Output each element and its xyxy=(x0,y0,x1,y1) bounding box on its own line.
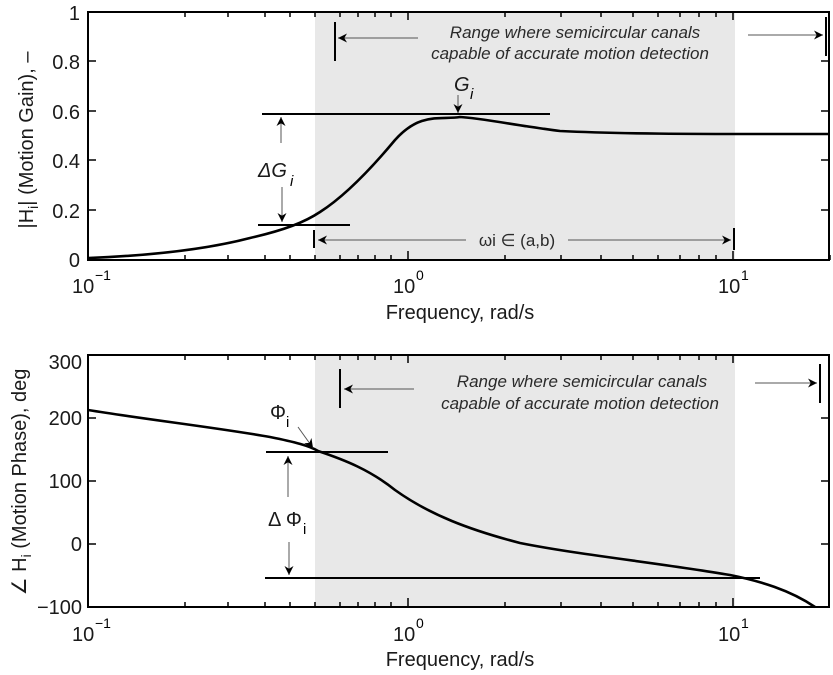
phase-x-axis-title: Frequency, rad/s xyxy=(386,649,535,671)
gain-peak-annotation: G i xyxy=(262,74,550,115)
svg-text:Range where semicircular canal: Range where semicircular canals xyxy=(457,372,708,391)
gain-xtick-0.1: 10 −1 xyxy=(72,267,111,298)
phase-ytick-300: 300 xyxy=(49,352,82,374)
svg-text:Φ: Φ xyxy=(270,402,286,424)
phase-ytick-100: 100 xyxy=(49,471,82,493)
svg-text:ωi ∈ (a,b): ωi ∈ (a,b) xyxy=(479,231,555,250)
gain-ytick-0.2: 0.2 xyxy=(52,201,80,223)
gain-ytick-0.4: 0.4 xyxy=(52,151,80,173)
gain-xtick-1: 10 0 xyxy=(393,267,424,298)
gain-delta-annotation: ΔG i xyxy=(257,117,350,226)
phase-xtick-10: 10 1 xyxy=(718,615,749,646)
phase-xtick-1: 10 0 xyxy=(393,615,424,646)
svg-text:10: 10 xyxy=(393,624,415,646)
phase-point-annotation: Φ i xyxy=(266,402,388,453)
svg-text:i: i xyxy=(303,521,306,538)
phase-y-axis-title: ∠ Hi (Motion Phase), deg xyxy=(9,369,34,596)
phase-ytick-200: 200 xyxy=(49,408,82,430)
gain-axes-box xyxy=(87,11,830,261)
svg-text:0: 0 xyxy=(416,615,424,631)
gain-xtick-10: 10 1 xyxy=(718,267,749,298)
gain-ytick-0.8: 0.8 xyxy=(52,52,80,74)
phase-shaded-region xyxy=(315,355,735,607)
phase-y-ticks xyxy=(88,417,829,545)
gain-shaded-region xyxy=(315,12,735,260)
phase-delta-annotation: Δ Φ i xyxy=(265,456,760,579)
svg-text:1: 1 xyxy=(741,267,749,283)
gain-y-axis-title: |Hi| (Motion Gain), – xyxy=(16,51,41,229)
svg-text:ΔG: ΔG xyxy=(257,160,287,182)
gain-x-ticks xyxy=(184,12,831,260)
gain-plot: 0 0.2 0.4 0.6 0.8 1 10 −1 10 0 10 1 Freq… xyxy=(16,3,831,324)
gain-range-annotation: Range where semicircular canals capable … xyxy=(334,17,827,63)
svg-text:Range where semicircular canal: Range where semicircular canals xyxy=(450,23,701,42)
phase-curve xyxy=(87,408,816,609)
svg-text:1: 1 xyxy=(741,615,749,631)
svg-text:10: 10 xyxy=(72,276,94,298)
svg-text:capable of accurate motion det: capable of accurate motion detection xyxy=(441,394,719,413)
svg-text:0: 0 xyxy=(416,267,424,283)
svg-text:G: G xyxy=(454,74,470,96)
svg-text:10: 10 xyxy=(718,276,740,298)
gain-omega-annotation: ωi ∈ (a,b) xyxy=(313,228,735,250)
svg-text:i: i xyxy=(286,414,289,431)
svg-text:10: 10 xyxy=(718,624,740,646)
svg-text:Δ Φ: Δ Φ xyxy=(268,509,302,531)
gain-x-axis-title: Frequency, rad/s xyxy=(386,302,535,324)
phase-ytick--100: −100 xyxy=(37,597,82,619)
svg-text:−1: −1 xyxy=(95,615,111,631)
svg-text:10: 10 xyxy=(72,624,94,646)
svg-text:10: 10 xyxy=(393,276,415,298)
phase-xtick-0.1: 10 −1 xyxy=(72,615,111,646)
phase-range-annotation: Range where semicircular canals capable … xyxy=(339,364,821,413)
svg-text:capable of accurate motion det: capable of accurate motion detection xyxy=(431,44,709,63)
phase-ytick-0: 0 xyxy=(71,534,82,556)
phase-x-ticks xyxy=(184,355,734,607)
gain-curve xyxy=(87,115,829,260)
gain-ytick-1: 1 xyxy=(69,3,80,25)
svg-text:i: i xyxy=(290,173,294,190)
svg-text:i: i xyxy=(470,86,474,103)
gain-y-ticks xyxy=(88,60,829,211)
phase-plot: −100 0 100 200 300 10 −1 10 0 10 1 Frequ… xyxy=(9,352,830,671)
gain-ytick-0: 0 xyxy=(69,250,80,272)
svg-text:−1: −1 xyxy=(95,267,111,283)
gain-ytick-0.6: 0.6 xyxy=(52,102,80,124)
